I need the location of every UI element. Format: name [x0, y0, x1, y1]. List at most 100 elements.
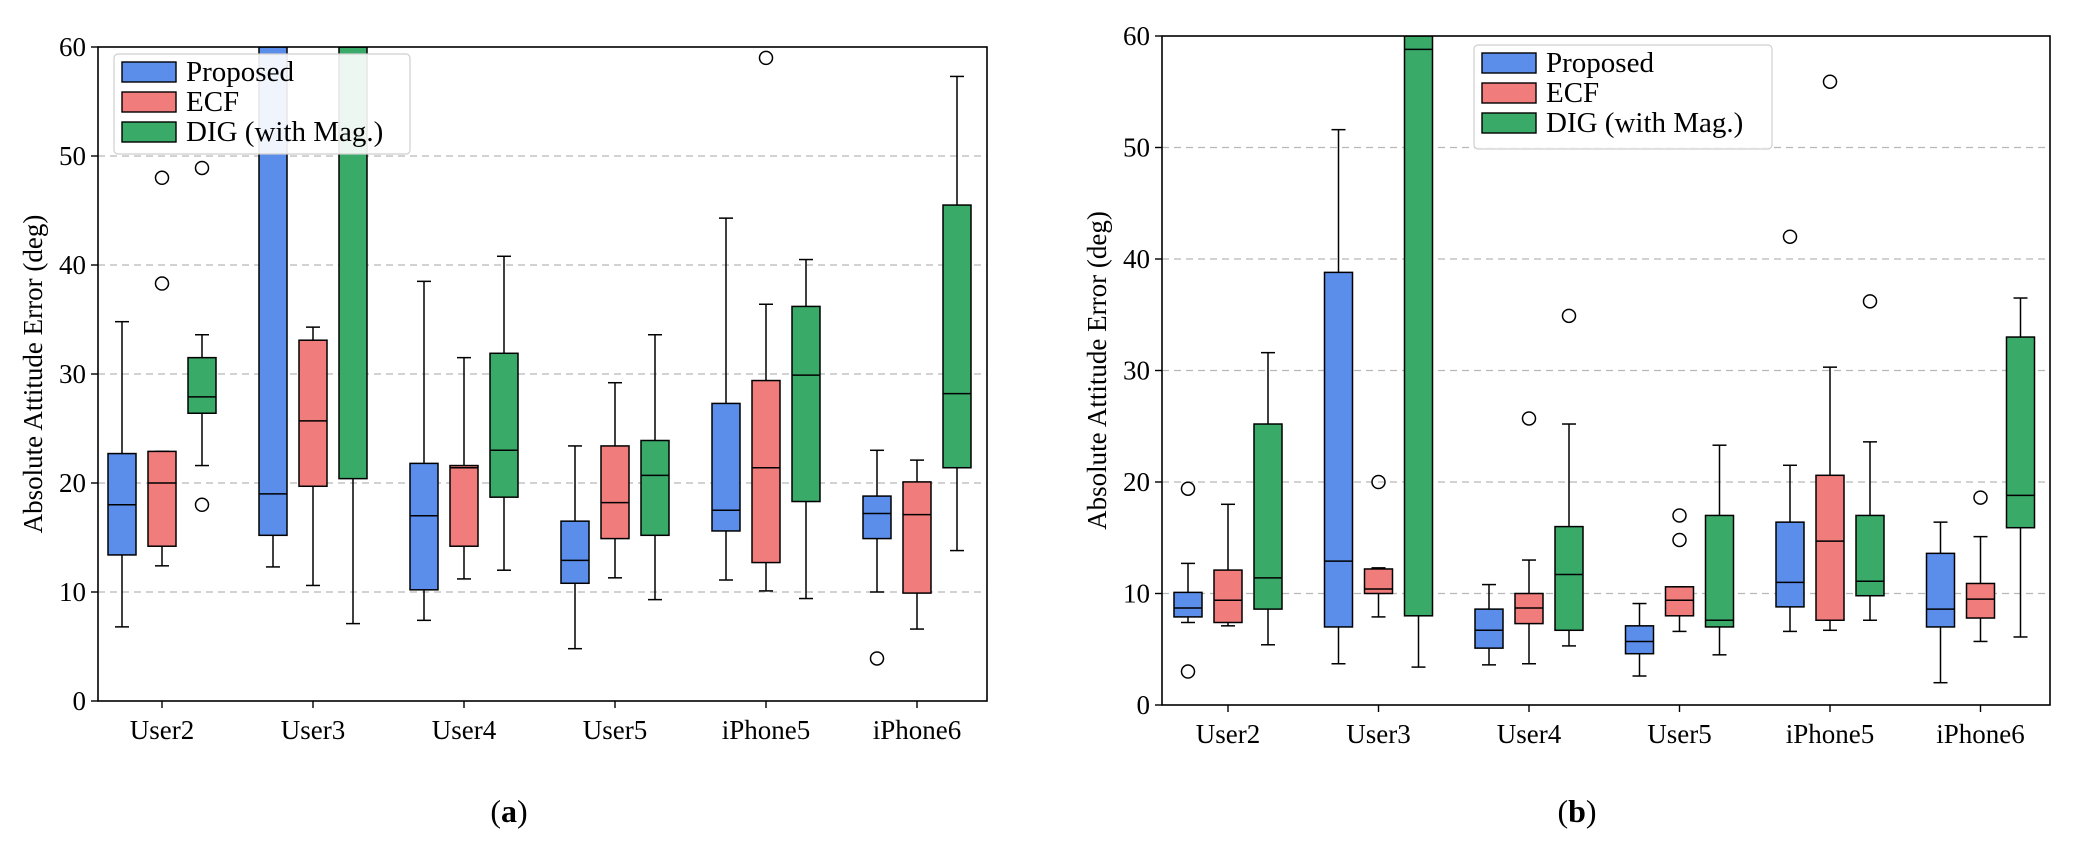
y-tick-label: 50 [59, 141, 86, 171]
box-ecf-user3 [1363, 474, 1394, 618]
box-proposed-user4 [1474, 583, 1504, 666]
box-body [1323, 271, 1354, 628]
box-ecf-iphone6 [1965, 490, 1996, 643]
box-ecf-user2 [147, 170, 177, 567]
legend-frame [1473, 44, 1773, 150]
outlier-point [154, 170, 170, 186]
outlier-point [1180, 481, 1196, 496]
box-ecf-user3 [298, 326, 328, 587]
outlier-point [1862, 294, 1878, 309]
chart-panel-a: 0 10 20 30 40 50 60 User2 User3 User4 User5 iPhone… [18, 32, 988, 745]
legend-label: Proposed [1546, 47, 1654, 79]
box-body [1855, 514, 1885, 597]
box-body [902, 481, 932, 594]
outlier-point [1371, 474, 1386, 490]
box-dig-with-mag--iphone6 [942, 75, 972, 552]
box-ecf-iphone5 [1815, 74, 1845, 632]
box-body [1173, 591, 1203, 618]
x-tick-label: iPhone6 [1936, 719, 2025, 749]
x-tick-label: iPhone6 [873, 715, 962, 745]
box-proposed-iphone5 [711, 217, 741, 581]
box-body [942, 204, 972, 469]
y-tick-label: 10 [59, 577, 86, 607]
y-tick-label: 20 [1123, 467, 1150, 497]
box-body [1775, 521, 1805, 608]
outlier-point [1822, 74, 1838, 89]
box-body [711, 402, 741, 532]
y-tick-label: 40 [59, 250, 86, 280]
y-tick-label: 0 [1137, 690, 1151, 720]
outlier-point [194, 497, 210, 513]
outlier-point [1672, 532, 1687, 548]
box-dig-with-mag--user4 [489, 255, 519, 571]
outlier-point [1521, 411, 1537, 426]
panel-label-b: (b) [1557, 793, 1596, 829]
box-ecf-user5 [600, 381, 630, 579]
x-tick-label: User3 [281, 715, 345, 745]
box-body [751, 379, 781, 564]
box-body [1925, 552, 1956, 628]
box-proposed-user5 [1624, 602, 1655, 677]
box-body [1704, 514, 1735, 628]
box-proposed-iphone6 [1925, 521, 1956, 684]
box-dig-with-mag--iphone5 [791, 258, 821, 600]
outlier-point [154, 276, 170, 291]
legend-swatch [121, 121, 177, 143]
box-dig-with-mag--iphone5 [1855, 294, 1885, 622]
box-ecf-iphone5 [751, 50, 781, 592]
legend-label: DIG (with Mag.) [1546, 107, 1743, 139]
box-body [489, 352, 519, 498]
x-tick-label: User2 [130, 715, 194, 745]
box-dig-with-mag--user5 [1704, 444, 1735, 656]
box-proposed-iphone6 [862, 449, 892, 666]
outlier-point [1973, 490, 1988, 505]
box-body [1815, 474, 1845, 622]
outlier-point [758, 50, 774, 66]
x-tick-label: User5 [1647, 719, 1711, 749]
legend-swatch [121, 61, 177, 83]
legend-swatch [1481, 52, 1537, 74]
box-proposed-user3 [1323, 128, 1354, 665]
box-ecf-iphone6 [902, 459, 932, 630]
outlier-point [1782, 229, 1798, 244]
outlier-point [1561, 308, 1577, 324]
x-tick-label: iPhone5 [722, 715, 811, 745]
y-tick-label: 10 [1123, 579, 1150, 609]
outlier-point [1180, 664, 1196, 679]
box-proposed-iphone5 [1775, 229, 1805, 633]
box-dig-with-mag--user2 [187, 160, 217, 513]
y-tick-label: 0 [73, 686, 87, 716]
y-tick-label: 50 [1123, 133, 1150, 163]
legend-label: ECF [186, 86, 239, 118]
box-body [640, 439, 670, 537]
box-ecf-user2 [1213, 503, 1243, 627]
legend-label: ECF [1546, 77, 1599, 109]
y-tick-label: 40 [1123, 244, 1150, 274]
legend-swatch [1481, 82, 1537, 104]
outlier-point [194, 160, 210, 176]
x-tick-label: User4 [1497, 719, 1562, 749]
box-dig-with-mag--user4 [1554, 308, 1584, 647]
box-ecf-user4 [449, 356, 479, 580]
box-body [1554, 525, 1584, 632]
box-body [449, 464, 479, 547]
legend-swatch [1481, 112, 1537, 134]
box-body [1965, 582, 1996, 619]
box-proposed-user5 [560, 445, 590, 650]
y-axis-label: Absolute Attitude Error (deg) [18, 215, 48, 534]
y-tick-label: 20 [59, 468, 86, 498]
box-body [1253, 423, 1283, 610]
y-tick-label: 60 [59, 32, 86, 62]
chart-panel-b: 0 10 20 30 40 50 60 User2 User3 User4 User5 iPhone… [1082, 21, 2051, 749]
box-body [1213, 569, 1243, 624]
panel-label-a: (a) [490, 793, 527, 829]
box-ecf-user4 [1514, 411, 1544, 665]
box-body [298, 339, 328, 488]
box-body [2005, 336, 2036, 529]
legend-label: Proposed [186, 56, 294, 88]
y-axis-label: Absolute Attitude Error (deg) [1082, 211, 1112, 530]
box-body [862, 495, 892, 540]
